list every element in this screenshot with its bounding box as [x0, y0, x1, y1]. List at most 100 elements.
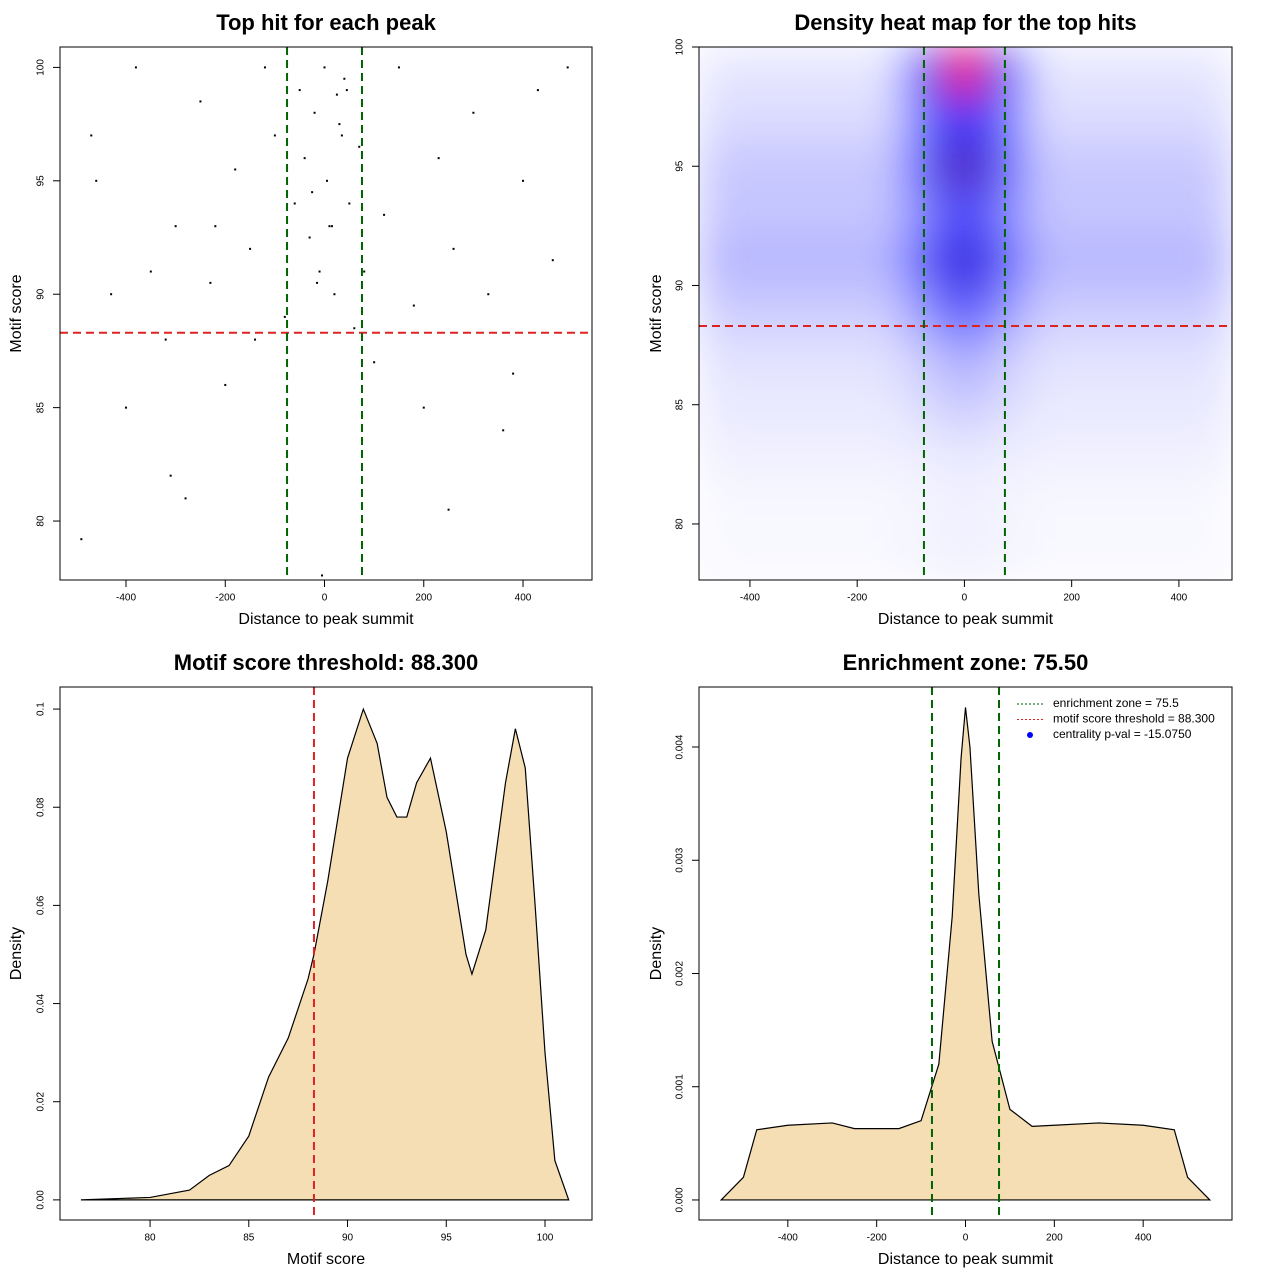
y-tick-label: 0.004 — [675, 734, 686, 759]
heat-cell — [1125, 94, 1180, 143]
heat-cell — [749, 380, 805, 430]
heat-cell — [803, 237, 858, 286]
heat-cell — [1071, 94, 1126, 143]
heat-cell — [699, 428, 751, 477]
point — [328, 225, 331, 228]
point — [348, 202, 351, 205]
point — [437, 157, 440, 160]
x-tick-label: 95 — [441, 1233, 453, 1244]
heat-cell — [944, 333, 986, 382]
point — [303, 157, 306, 160]
heat-cell — [1178, 47, 1232, 96]
heat-cell — [1178, 428, 1232, 477]
heat-cell — [699, 94, 751, 143]
heat-cell — [857, 333, 905, 382]
plot-area — [60, 47, 592, 580]
heat-cell — [803, 94, 858, 143]
point — [313, 111, 316, 114]
y-axis-label: Density — [648, 927, 665, 980]
heat-cell — [1024, 94, 1073, 143]
point — [551, 259, 554, 262]
y-tick-label: 100 — [36, 59, 47, 76]
x-axis-label: Distance to peak summit — [878, 611, 1054, 628]
heat-cell — [1178, 237, 1232, 286]
heat-cell — [1178, 476, 1232, 580]
y-tick-label: 0.1 — [36, 702, 47, 716]
x-tick-label: 80 — [144, 1233, 156, 1244]
heat-cell — [699, 190, 751, 239]
point — [273, 134, 276, 137]
heat-cell — [749, 94, 805, 143]
x-tick-label: -400 — [116, 593, 136, 604]
legend-marker — [1027, 732, 1033, 738]
point — [234, 168, 237, 171]
heat-cell — [944, 380, 986, 430]
x-tick-label: -200 — [847, 593, 867, 604]
x-tick-label: 400 — [1135, 1233, 1152, 1244]
point — [345, 89, 348, 92]
point — [383, 213, 386, 216]
x-tick-label: -200 — [867, 1233, 887, 1244]
heat-cell — [699, 380, 751, 430]
x-tick-label: 0 — [962, 593, 968, 604]
point — [452, 247, 455, 250]
heat-cell — [699, 142, 751, 191]
heat-cell — [857, 476, 905, 580]
plot-frame — [698, 686, 1233, 1221]
heat-cell — [699, 476, 751, 580]
point — [80, 538, 83, 541]
y-tick-label: 100 — [675, 38, 686, 55]
plot-frame — [59, 686, 593, 1221]
point — [283, 315, 286, 318]
panel: Motif score threshold: 88.300 Motif score… — [8, 650, 593, 1268]
heat-cell — [1125, 380, 1180, 430]
heat-cell — [803, 333, 858, 382]
point — [184, 497, 187, 500]
point — [134, 66, 137, 69]
heat-cell — [1125, 476, 1180, 580]
y-tick-label: 0.000 — [675, 1187, 686, 1212]
x-tick-label: -400 — [778, 1233, 798, 1244]
heat-cell — [1125, 237, 1180, 286]
point — [169, 474, 172, 477]
point — [325, 179, 328, 182]
chart-title: Motif score threshold: 88.300 — [174, 650, 478, 675]
x-tick-label: -200 — [215, 593, 235, 604]
plot-area — [80, 687, 570, 1220]
x-tick-label: 400 — [1171, 593, 1188, 604]
heat-cell — [803, 476, 858, 580]
chart-title: Enrichment zone: 75.50 — [843, 650, 1089, 675]
point — [566, 66, 569, 69]
heat-cell — [749, 333, 805, 382]
heat-cell — [1125, 142, 1180, 191]
heat-cell — [1071, 333, 1126, 382]
point — [472, 111, 475, 114]
heat-cell — [749, 142, 805, 191]
x-tick-label: 200 — [1063, 593, 1080, 604]
heat-cell — [1024, 142, 1073, 191]
heat-cell — [1024, 190, 1073, 239]
y-tick-label: 80 — [36, 515, 47, 527]
plot-area — [719, 687, 1212, 1220]
chart-title: Top hit for each peak — [216, 10, 436, 35]
point — [422, 406, 425, 409]
panel: Top hit for each peak Distance to peak su… — [8, 10, 593, 628]
heat-cell — [857, 94, 905, 143]
heat-cell — [1024, 476, 1073, 580]
x-tick-label: 0 — [322, 593, 328, 604]
x-tick-label: 100 — [537, 1233, 554, 1244]
point — [293, 202, 296, 205]
point — [149, 270, 152, 273]
heat-cell — [1071, 476, 1126, 580]
point — [199, 100, 202, 103]
y-tick-label: 0.00 — [36, 1190, 47, 1210]
heat-cell — [944, 237, 986, 286]
heat-cell — [803, 47, 858, 96]
x-tick-label: -400 — [740, 593, 760, 604]
heat-cell — [1178, 142, 1232, 191]
point — [335, 93, 338, 96]
point — [321, 574, 324, 577]
heat-cell — [1024, 237, 1073, 286]
heat-cell — [857, 237, 905, 286]
